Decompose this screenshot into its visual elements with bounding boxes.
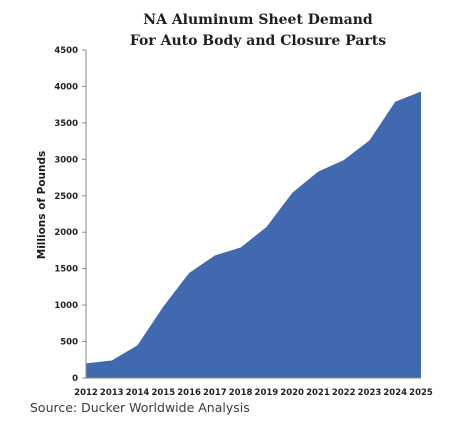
y-tick-label: 4500 (54, 46, 78, 56)
x-tick-label: 2013 (100, 388, 124, 396)
x-tick-label: 2020 (280, 388, 304, 396)
x-tick-label: 2016 (177, 388, 201, 396)
y-tick-label: 2000 (54, 228, 78, 238)
y-axis-label: Millions of Pounds (36, 151, 48, 260)
x-tick-label: 2019 (255, 388, 279, 396)
y-tick-label: 1500 (54, 265, 78, 275)
y-tick-label: 0 (72, 374, 78, 384)
x-tick-label: 2015 (151, 388, 175, 396)
area-series (86, 91, 421, 378)
y-tick-label: 3500 (54, 119, 78, 129)
chart: 0 500 1000 1500 2000 2500 3000 3500 4000 4500 2012… (36, 12, 433, 396)
chart-title-line-1: NA Aluminum Sheet Demand (143, 12, 373, 28)
source-note: Source: Ducker Worldwide Analysis (30, 400, 250, 415)
y-tick-label: 4000 (54, 82, 78, 92)
y-tick-label: 1000 (54, 301, 78, 311)
x-tick-label: 2018 (229, 388, 253, 396)
y-tick-label: 500 (60, 338, 78, 348)
y-tick-label: 3000 (54, 155, 78, 165)
x-tick-label: 2017 (203, 388, 227, 396)
chart-title-line-2: For Auto Body and Closure Parts (130, 33, 386, 49)
x-tick-label: 2022 (332, 388, 356, 396)
x-tick-label: 2024 (383, 388, 407, 396)
y-tick-label: 2500 (54, 192, 78, 202)
x-tick-label: 2021 (306, 388, 330, 396)
x-tick-label: 2025 (409, 388, 433, 396)
area-chart: 0 500 1000 1500 2000 2500 3000 3500 4000 4500 2012… (36, 12, 433, 396)
x-tick-label: 2014 (126, 388, 150, 396)
x-tick-label: 2023 (358, 388, 382, 396)
x-tick-label: 2012 (74, 388, 98, 396)
